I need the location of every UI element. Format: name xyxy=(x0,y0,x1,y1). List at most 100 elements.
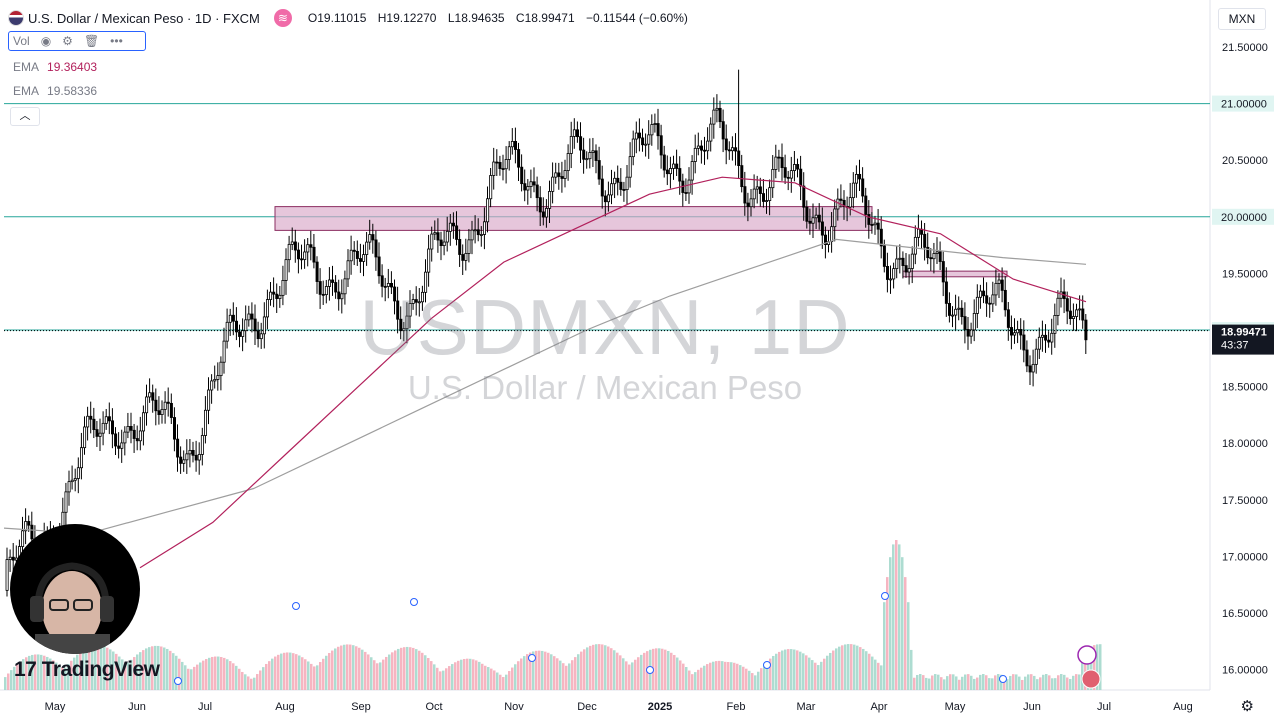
candle-body xyxy=(985,295,989,304)
candle-body xyxy=(901,257,905,266)
candle-body xyxy=(768,187,772,201)
candle-body xyxy=(796,164,800,170)
candle-body xyxy=(1059,291,1063,299)
settings-icon[interactable]: ⚙ xyxy=(1240,698,1254,715)
candle-body xyxy=(762,193,766,202)
volume-bar xyxy=(1087,647,1090,690)
candle-body xyxy=(669,168,673,175)
candle-body xyxy=(424,271,428,293)
volume-bar xyxy=(355,646,358,690)
candle-body xyxy=(300,258,304,261)
volume-bar xyxy=(1060,674,1063,690)
last-price-label-bg xyxy=(1212,324,1274,355)
candle-body xyxy=(625,176,629,191)
candle-body xyxy=(430,233,434,250)
volume-bar xyxy=(745,668,748,690)
volume-bar xyxy=(88,646,91,690)
volume-bar xyxy=(52,660,55,690)
candle-body xyxy=(777,156,781,159)
volume-bar xyxy=(415,649,418,690)
volume-bar xyxy=(319,662,322,690)
ema-fast-legend[interactable]: EMA 19.36403 xyxy=(13,60,97,74)
x-tick-label: Mar xyxy=(797,701,816,713)
candle-body xyxy=(365,241,369,255)
volume-bar xyxy=(613,650,616,690)
candle-body xyxy=(151,392,155,401)
volume-bar xyxy=(961,676,964,690)
candle-body xyxy=(727,149,731,152)
candle-body xyxy=(331,279,335,283)
volume-bar xyxy=(466,658,469,690)
volume-bar xyxy=(190,669,193,690)
candle-body xyxy=(833,208,837,228)
volume-bar xyxy=(754,675,757,690)
volume-bar xyxy=(766,661,769,690)
volume-bar xyxy=(706,664,709,690)
candle-body xyxy=(265,299,269,318)
candle-body xyxy=(662,154,666,171)
volume-bar xyxy=(772,655,775,690)
candle-body xyxy=(802,185,806,208)
ema-slow-legend[interactable]: EMA 19.58336 xyxy=(13,84,97,98)
volume-bar xyxy=(748,670,751,690)
symbol-title[interactable]: U.S. Dollar / Mexican Peso · 1D · FXCM xyxy=(28,10,260,26)
alert-icon[interactable]: ≋ xyxy=(273,9,292,27)
x-tick-label: 2025 xyxy=(648,701,672,713)
volume-bar xyxy=(823,658,826,690)
volume-bar xyxy=(463,658,466,690)
candle-body xyxy=(510,141,514,148)
gear-icon[interactable]: ⚙ xyxy=(62,34,73,48)
trash-icon[interactable]: 🗑 xyxy=(83,34,100,48)
candle-body xyxy=(247,313,251,321)
volume-bar xyxy=(721,661,724,690)
volume-bar xyxy=(229,661,232,690)
volume-bar xyxy=(322,658,325,690)
volume-bar xyxy=(589,645,592,690)
candle-body xyxy=(696,145,700,149)
candle-body xyxy=(427,248,431,273)
volume-bar xyxy=(271,658,274,690)
collapse-legend-button[interactable]: ︿ xyxy=(10,107,40,126)
volume-bar xyxy=(427,658,430,690)
level-label: 21.00000 xyxy=(1221,99,1267,111)
candle-body xyxy=(724,138,728,151)
candle-body xyxy=(495,161,499,164)
volume-bar xyxy=(10,670,13,690)
volume-bar xyxy=(256,674,259,690)
volume-bar xyxy=(811,660,814,690)
candle-body xyxy=(101,422,105,434)
volume-bar xyxy=(667,650,670,690)
volume-bar xyxy=(502,677,505,690)
candle-body xyxy=(1000,279,1004,291)
volume-bar xyxy=(718,660,721,690)
currency-button[interactable]: MXN xyxy=(1218,8,1266,30)
candle-body xyxy=(628,156,632,178)
volume-bar xyxy=(1036,679,1039,690)
candle-body xyxy=(222,340,226,363)
candle-body xyxy=(709,123,713,142)
candle-body xyxy=(941,261,945,283)
volume-bar xyxy=(61,667,64,690)
eye-icon[interactable]: ◉ xyxy=(40,34,52,48)
volume-bar xyxy=(208,657,211,690)
volume-bar xyxy=(388,654,391,690)
volume-bar xyxy=(361,649,364,690)
volume-bar xyxy=(478,661,481,690)
candle-body xyxy=(70,479,74,483)
volume-bar xyxy=(220,656,223,690)
ema-slow-label: EMA xyxy=(13,84,40,98)
candle-body xyxy=(929,257,933,260)
volume-bar xyxy=(328,653,331,690)
candle-body xyxy=(551,176,555,192)
candle-body xyxy=(650,124,654,136)
volume-bar xyxy=(523,656,526,690)
candle-body xyxy=(923,233,927,248)
candle-body xyxy=(86,415,90,428)
more-icon[interactable]: ••• xyxy=(110,34,123,48)
volume-bar xyxy=(166,648,169,690)
volume-bar xyxy=(304,659,307,690)
candle-body xyxy=(123,431,127,444)
candle-body xyxy=(817,214,821,223)
volume-legend[interactable]: Vol ◉ ⚙ 🗑 ••• xyxy=(8,31,146,51)
